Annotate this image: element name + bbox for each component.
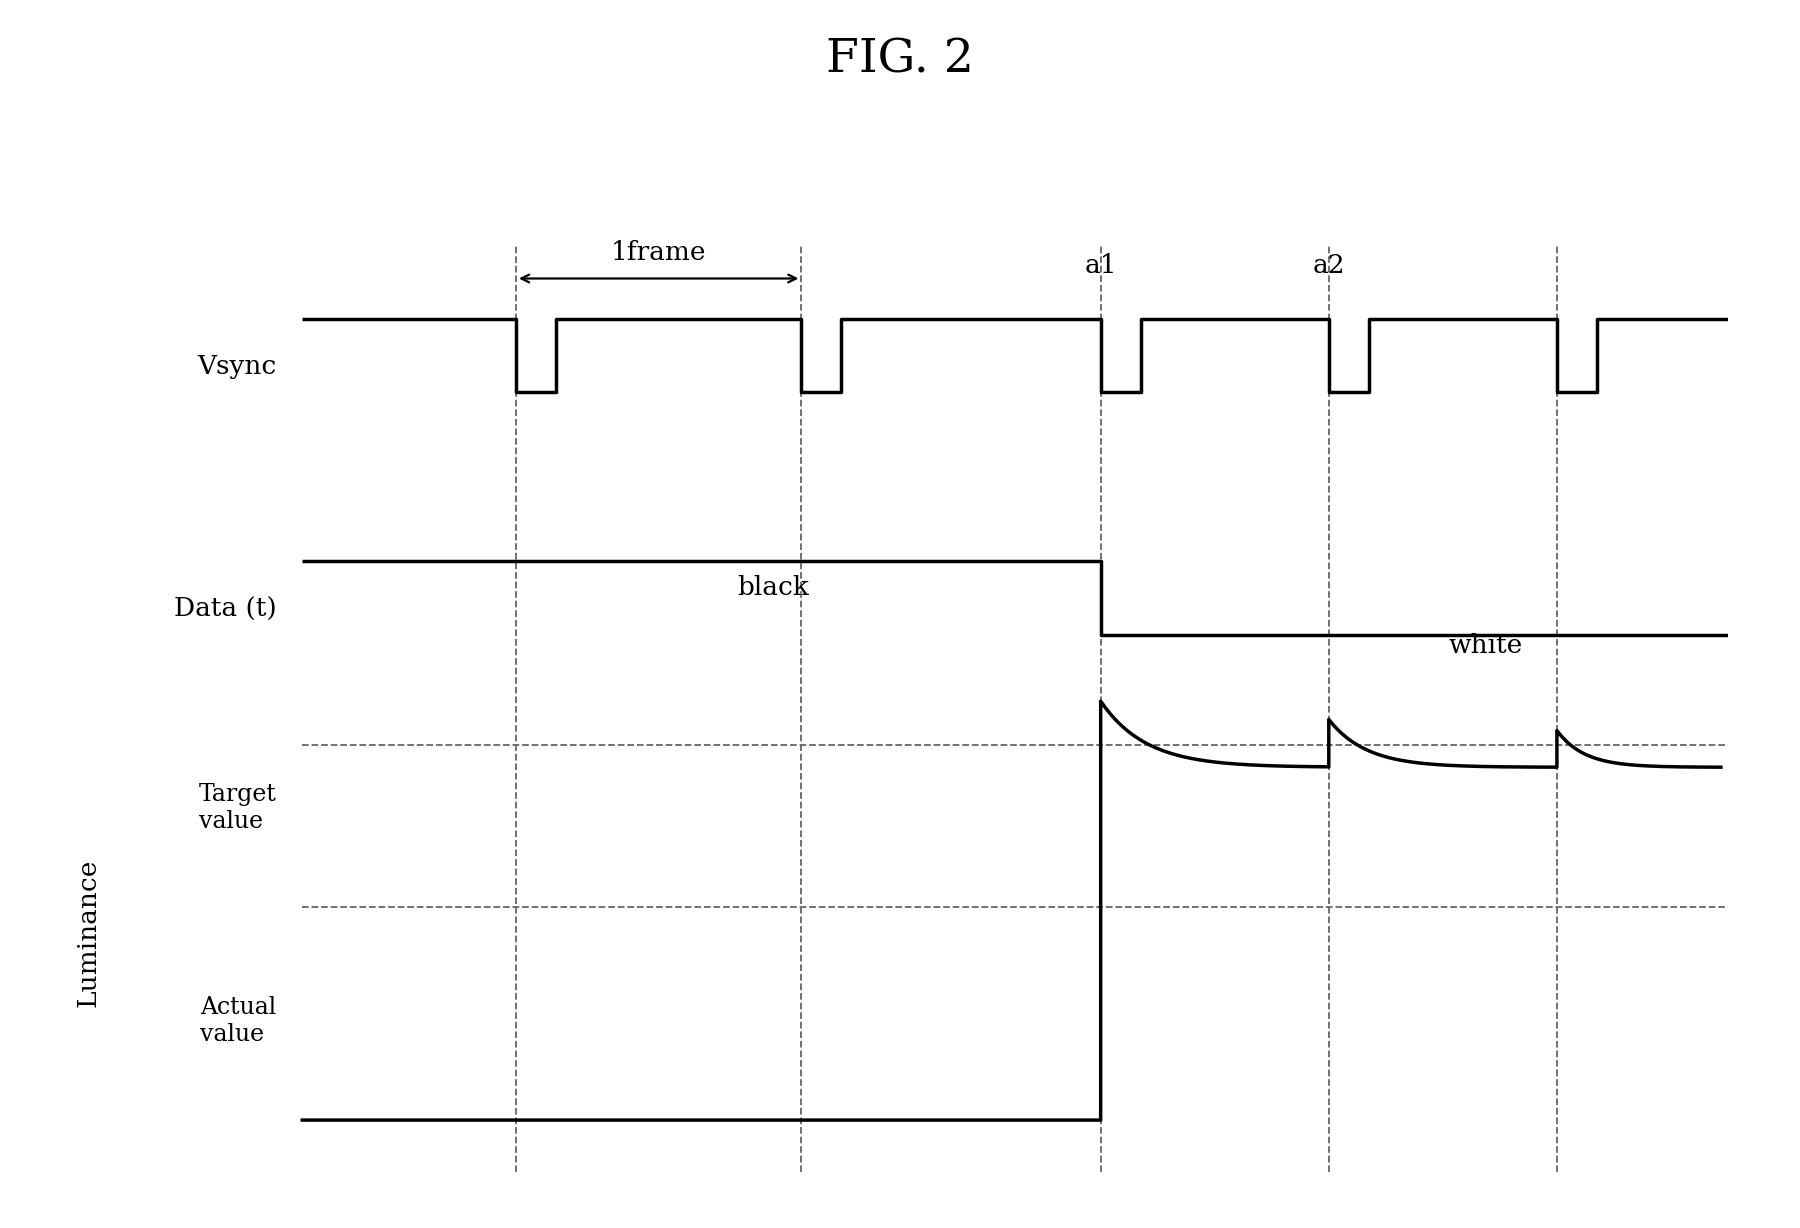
Text: FIG. 2: FIG. 2 — [826, 37, 974, 82]
Text: a1: a1 — [1084, 253, 1118, 279]
Text: Data (t): Data (t) — [175, 597, 277, 621]
Text: Luminance: Luminance — [76, 858, 101, 1007]
Text: black: black — [736, 575, 808, 599]
Text: Vsync: Vsync — [198, 354, 277, 379]
Text: a2: a2 — [1312, 253, 1345, 279]
Text: Target
value: Target value — [198, 783, 277, 833]
Text: Actual
value: Actual value — [200, 996, 277, 1046]
Text: 1frame: 1frame — [610, 241, 706, 265]
Text: white: white — [1449, 634, 1523, 658]
